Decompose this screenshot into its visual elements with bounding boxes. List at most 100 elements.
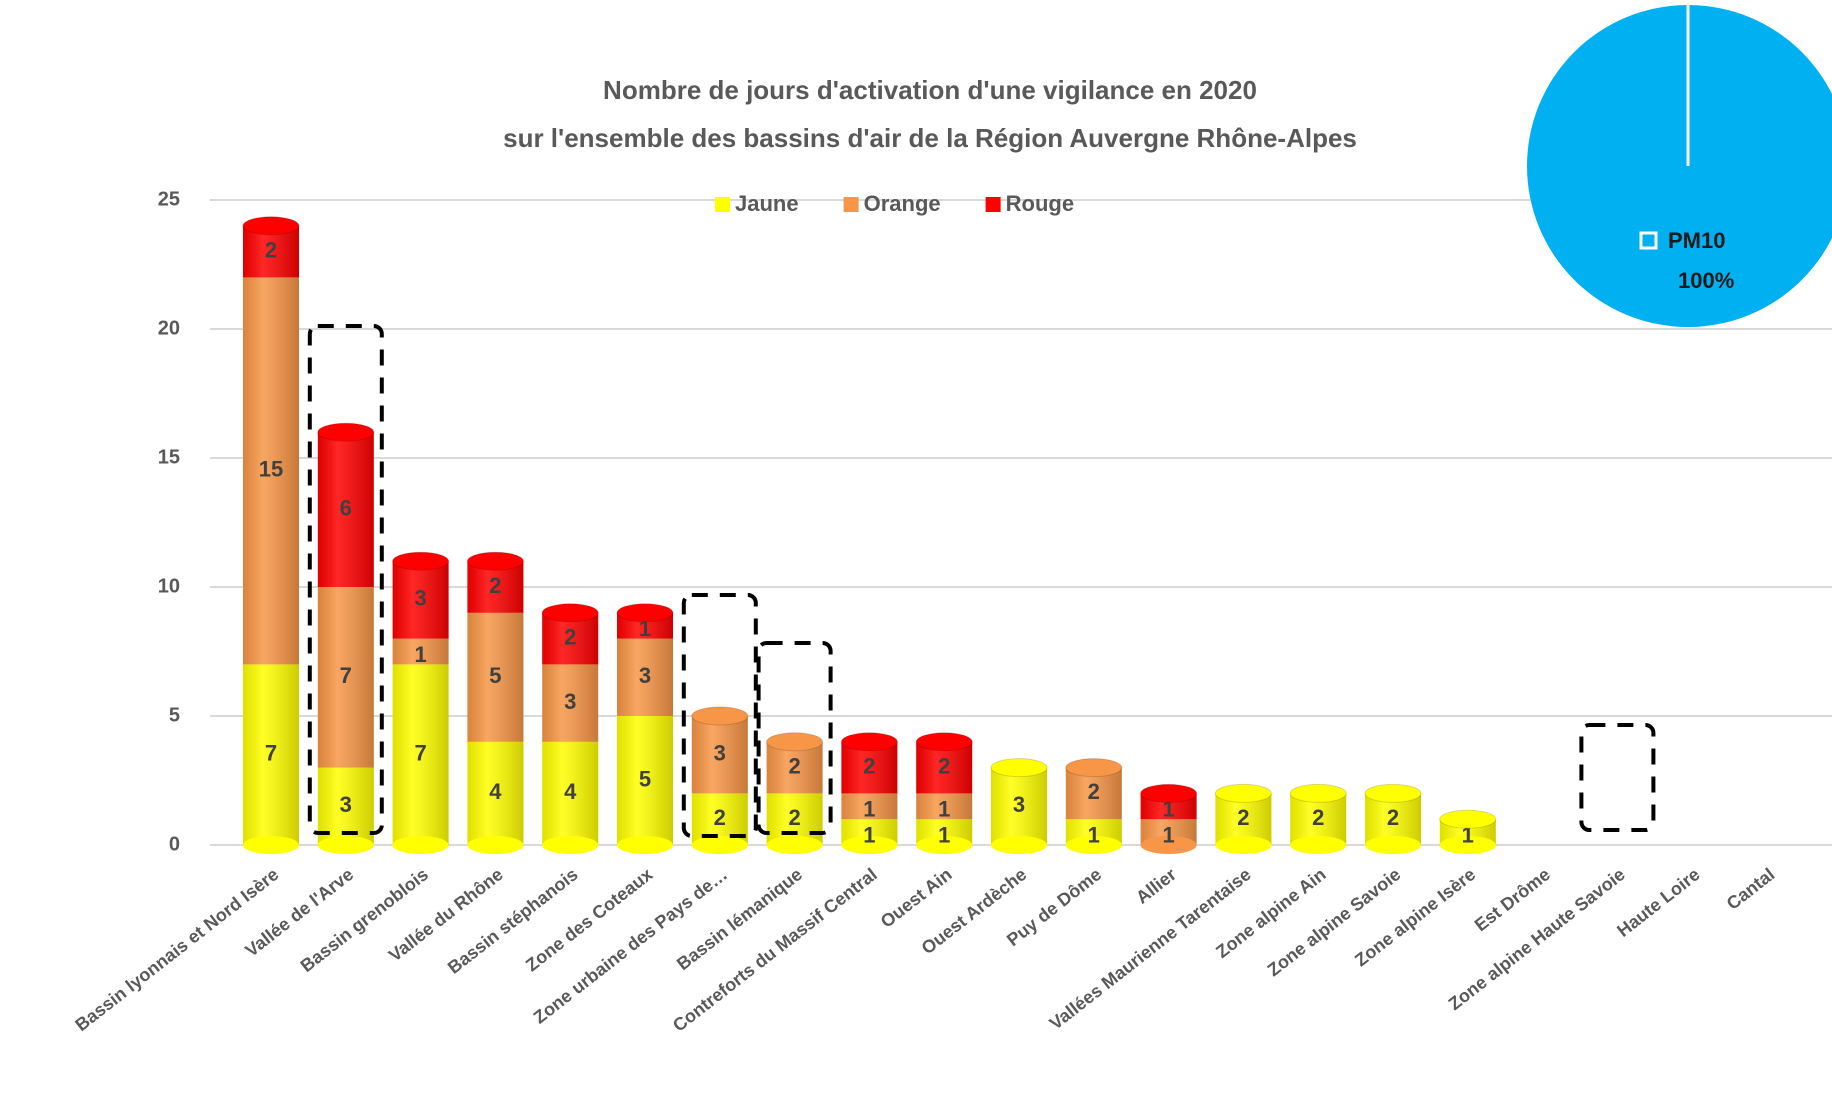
y-tick-label: 5 bbox=[169, 704, 180, 726]
x-tick-label: Bassin lémanique bbox=[673, 864, 806, 974]
bar-shade bbox=[542, 664, 599, 742]
value-label: 5 bbox=[639, 766, 651, 791]
value-label: 1 bbox=[863, 797, 875, 822]
cylinder-top bbox=[1289, 783, 1347, 803]
value-label: 2 bbox=[714, 805, 726, 830]
value-label: 3 bbox=[564, 689, 576, 714]
bar-shade bbox=[617, 638, 673, 716]
value-label: 1 bbox=[414, 642, 426, 667]
value-label: 7 bbox=[414, 741, 426, 766]
value-label: 1 bbox=[1462, 822, 1474, 847]
cylinder-top bbox=[840, 732, 898, 752]
value-label: 3 bbox=[414, 586, 426, 611]
legend-swatch bbox=[715, 197, 730, 212]
cylinder-base bbox=[991, 836, 1047, 854]
x-tick-label: Bassin grenoblois bbox=[297, 864, 432, 976]
y-tick-label: 15 bbox=[158, 446, 180, 468]
legend-label: Rouge bbox=[1006, 191, 1074, 216]
pie-value-label: 100% bbox=[1678, 268, 1734, 293]
legend-label: Jaune bbox=[735, 191, 799, 216]
value-label: 2 bbox=[788, 753, 800, 778]
highlight-box bbox=[1579, 723, 1656, 832]
value-label: 7 bbox=[340, 663, 352, 688]
legend-swatch bbox=[843, 197, 859, 212]
value-label: 2 bbox=[1237, 805, 1249, 830]
value-label: 2 bbox=[863, 753, 875, 778]
cylinder-base bbox=[617, 836, 673, 854]
cylinder-top bbox=[1214, 783, 1272, 803]
value-label: 2 bbox=[788, 805, 800, 830]
cylinder-top bbox=[616, 603, 674, 623]
pie-slice bbox=[1527, 5, 1832, 327]
highlight-box bbox=[681, 593, 758, 838]
cylinder-top bbox=[1065, 758, 1123, 778]
cylinder-base bbox=[1065, 836, 1122, 854]
x-tick-label: Bassin stéphanois bbox=[444, 864, 582, 978]
value-label: 1 bbox=[938, 797, 950, 822]
value-label: 4 bbox=[489, 779, 502, 804]
cylinder-top bbox=[691, 706, 749, 726]
cylinder-base bbox=[467, 836, 524, 854]
cylinder-top bbox=[392, 551, 450, 571]
bar-shade bbox=[991, 767, 1047, 845]
value-label: 2 bbox=[1088, 779, 1100, 804]
cylinder-top bbox=[317, 422, 375, 442]
cylinder-top bbox=[1364, 783, 1422, 803]
x-tick-label: Allier bbox=[1132, 864, 1180, 907]
bar-shade bbox=[317, 432, 374, 587]
legend-swatch bbox=[1639, 231, 1658, 250]
cylinder-base bbox=[317, 836, 374, 854]
cylinder-top bbox=[242, 216, 300, 236]
y-tick-label: 0 bbox=[169, 833, 180, 855]
cylinder-top bbox=[466, 551, 524, 571]
value-label: 4 bbox=[564, 779, 577, 804]
value-label: 6 bbox=[340, 495, 352, 520]
value-label: 1 bbox=[1162, 797, 1174, 822]
cylinder-top bbox=[990, 758, 1048, 778]
cylinder-top bbox=[915, 732, 973, 752]
legend-swatch bbox=[985, 197, 1001, 212]
cylinder-base bbox=[1439, 836, 1496, 854]
value-label: 2 bbox=[1312, 805, 1324, 830]
cylinder-base bbox=[841, 836, 898, 854]
value-label: 1 bbox=[938, 822, 950, 847]
bar-shade bbox=[691, 716, 748, 794]
x-tick-label: Zone des Coteaux bbox=[522, 864, 656, 975]
x-tick-label: Cantal bbox=[1723, 864, 1779, 914]
value-label: 1 bbox=[863, 822, 875, 847]
x-tick-label: Zone alpine Savoie bbox=[1264, 864, 1405, 980]
legend-label: Orange bbox=[864, 191, 941, 216]
value-label: 15 bbox=[259, 457, 283, 482]
value-label: 2 bbox=[938, 753, 950, 778]
value-label: 1 bbox=[639, 616, 651, 641]
pie-label: PM10 bbox=[1668, 228, 1725, 253]
chart-title: Nombre de jours d'activation d'une vigil… bbox=[603, 75, 1257, 105]
bar-shade bbox=[392, 561, 449, 639]
value-label: 2 bbox=[265, 237, 277, 262]
chart-title: sur l'ensemble des bassins d'air de la R… bbox=[503, 123, 1357, 153]
value-label: 3 bbox=[639, 663, 651, 688]
value-label: 2 bbox=[1387, 805, 1399, 830]
bar-shade bbox=[916, 793, 973, 820]
cylinder-base bbox=[542, 836, 599, 854]
value-label: 3 bbox=[714, 741, 726, 766]
bar-shade bbox=[243, 277, 299, 665]
value-label: 1 bbox=[1088, 822, 1100, 847]
cylinder-top bbox=[1140, 783, 1198, 803]
highlight-box bbox=[756, 641, 833, 835]
bar-shade bbox=[467, 741, 524, 845]
bar-shade bbox=[542, 741, 599, 845]
cylinder-base bbox=[691, 836, 748, 854]
cylinder-base bbox=[766, 836, 823, 854]
bar-shade bbox=[392, 638, 449, 665]
bar-shade bbox=[617, 716, 673, 845]
cylinder-base bbox=[1215, 836, 1272, 854]
cylinder-base bbox=[392, 836, 449, 854]
highlight-box bbox=[307, 324, 384, 835]
cylinder-base bbox=[243, 836, 299, 854]
bar-shade bbox=[392, 664, 449, 845]
y-tick-label: 25 bbox=[158, 188, 180, 210]
value-label: 5 bbox=[489, 663, 501, 688]
